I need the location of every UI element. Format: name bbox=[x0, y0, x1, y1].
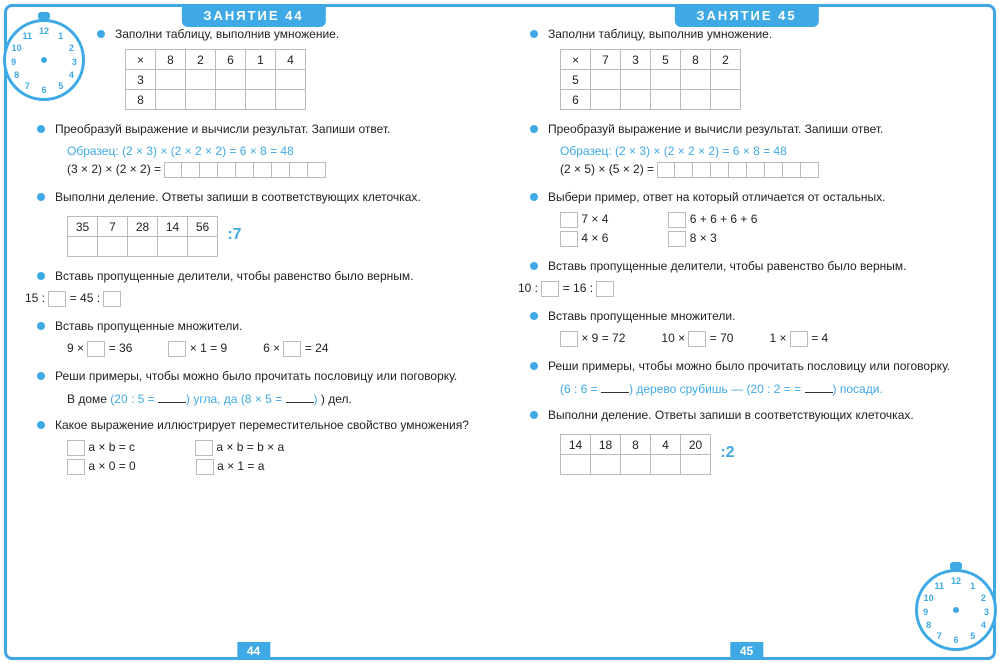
task-4: Вставь пропущенные делители, чтобы равен… bbox=[548, 257, 975, 275]
task-1: Заполни таблицу, выполнив умножение. bbox=[548, 25, 975, 43]
page-number: 45 bbox=[730, 642, 763, 660]
task-6: Реши примеры, чтобы можно было прочитать… bbox=[548, 357, 975, 375]
task-1-table: ×73 582 5 6 bbox=[560, 49, 975, 110]
page-44: ЗАНЯТИЕ 44 12 1 2 3 4 5 6 7 8 9 10 11 За… bbox=[7, 7, 500, 657]
clock-icon: 12 1 2 3 4 5 6 7 8 9 10 11 bbox=[3, 19, 85, 101]
sample-text: Образец: (2 × 3) × (2 × 2 × 2) = 6 × 8 =… bbox=[67, 144, 482, 158]
page-spread: ЗАНЯТИЕ 44 12 1 2 3 4 5 6 7 8 9 10 11 За… bbox=[4, 4, 996, 660]
task-5: Вставь пропущенные множители. bbox=[548, 307, 975, 325]
task-1-table: ×82 614 3 8 bbox=[125, 49, 482, 110]
lesson-header: ЗАНЯТИЕ 44 bbox=[181, 4, 325, 27]
task-6: Реши примеры, чтобы можно было прочитать… bbox=[55, 367, 482, 385]
task-3: Выполни деление. Ответы запиши в соответ… bbox=[55, 188, 482, 206]
page-45: ЗАНЯТИЕ 45 Заполни таблицу, выполнив умн… bbox=[500, 7, 993, 657]
task-5: Вставь пропущенные множители. bbox=[55, 317, 482, 335]
lesson-header: ЗАНЯТИЕ 45 bbox=[674, 4, 818, 27]
task-2: Преобразуй выражение и вычисли результат… bbox=[55, 120, 482, 138]
task-7: Какое выражение иллюстрирует переместите… bbox=[55, 416, 482, 434]
sample-text: Образец: (2 × 3) × (2 × 2 × 2) = 6 × 8 =… bbox=[560, 144, 975, 158]
task-1: Заполни таблицу, выполнив умножение. bbox=[115, 25, 482, 43]
task-2: Преобразуй выражение и вычисли результат… bbox=[548, 120, 975, 138]
clock-icon: 12 1 2 3 4 5 6 7 8 9 10 11 bbox=[915, 569, 997, 651]
task-7: Выполни деление. Ответы запиши в соответ… bbox=[548, 406, 975, 424]
task-3: Выбери пример, ответ на который отличает… bbox=[548, 188, 975, 206]
task-4: Вставь пропущенные делители, чтобы равен… bbox=[55, 267, 482, 285]
page-number: 44 bbox=[237, 642, 270, 660]
